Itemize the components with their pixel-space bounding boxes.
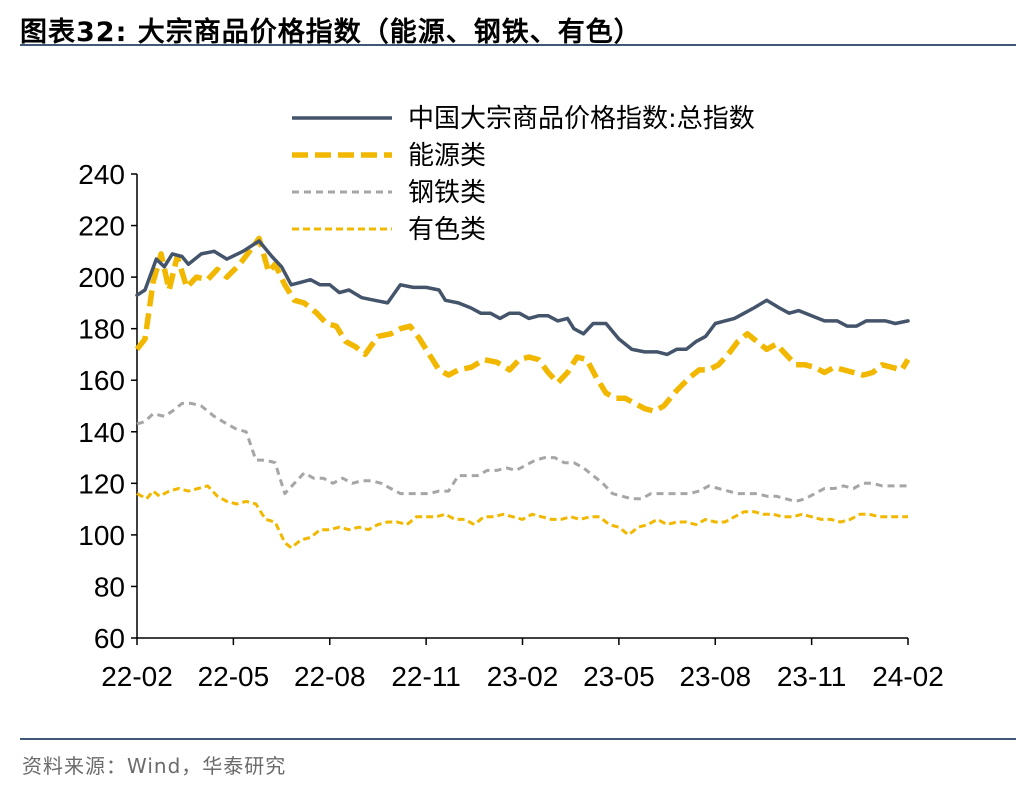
y-tick-label: 160 bbox=[78, 365, 125, 396]
y-axis: 60 80 100 120 140 160 180 200 220 240 bbox=[78, 159, 138, 654]
source-note: 资料来源：Wind，华泰研究 bbox=[22, 754, 287, 778]
legend-label-1: 能源类 bbox=[408, 141, 486, 171]
x-tick-label: 24-02 bbox=[872, 661, 944, 692]
y-tick-label: 240 bbox=[78, 159, 125, 190]
legend-label-3: 有色类 bbox=[408, 215, 486, 245]
series-line-0 bbox=[135, 239, 910, 357]
x-tick-label: 23-11 bbox=[777, 661, 847, 692]
legend-label-0: 中国大宗商品价格指数:总指数 bbox=[408, 104, 755, 134]
x-tick-label: 22-11 bbox=[391, 661, 461, 692]
y-tick-label: 220 bbox=[78, 211, 125, 242]
top-rule bbox=[20, 44, 1016, 46]
y-tick-label: 180 bbox=[78, 314, 125, 345]
x-tick-label: 23-08 bbox=[679, 661, 751, 692]
x-tick-label: 22-05 bbox=[198, 661, 270, 692]
series-line-1 bbox=[134, 235, 911, 414]
bottom-rule bbox=[20, 738, 1016, 740]
plot-area bbox=[134, 235, 911, 550]
legend-label-2: 钢铁类 bbox=[408, 178, 486, 208]
y-tick-label: 200 bbox=[78, 262, 125, 293]
y-tick-label: 120 bbox=[78, 468, 125, 499]
y-tick-label: 140 bbox=[78, 417, 125, 448]
x-tick-label: 23-02 bbox=[487, 661, 559, 692]
series-line-3 bbox=[136, 484, 908, 550]
x-tick-label: 23-05 bbox=[583, 661, 655, 692]
y-tick-label: 60 bbox=[94, 623, 125, 654]
x-axis: 22-02 22-05 22-08 22-11 23-02 23-05 23-08 23-11… bbox=[101, 637, 944, 692]
y-tick-label: 100 bbox=[78, 520, 125, 551]
series-line-2 bbox=[136, 401, 908, 503]
x-tick-label: 22-02 bbox=[101, 661, 173, 692]
x-tick-label: 22-08 bbox=[294, 661, 366, 692]
y-tick-label: 80 bbox=[94, 571, 125, 602]
figure-title: 图表32: 大宗商品价格指数（能源、钢铁、有色） bbox=[20, 17, 642, 48]
